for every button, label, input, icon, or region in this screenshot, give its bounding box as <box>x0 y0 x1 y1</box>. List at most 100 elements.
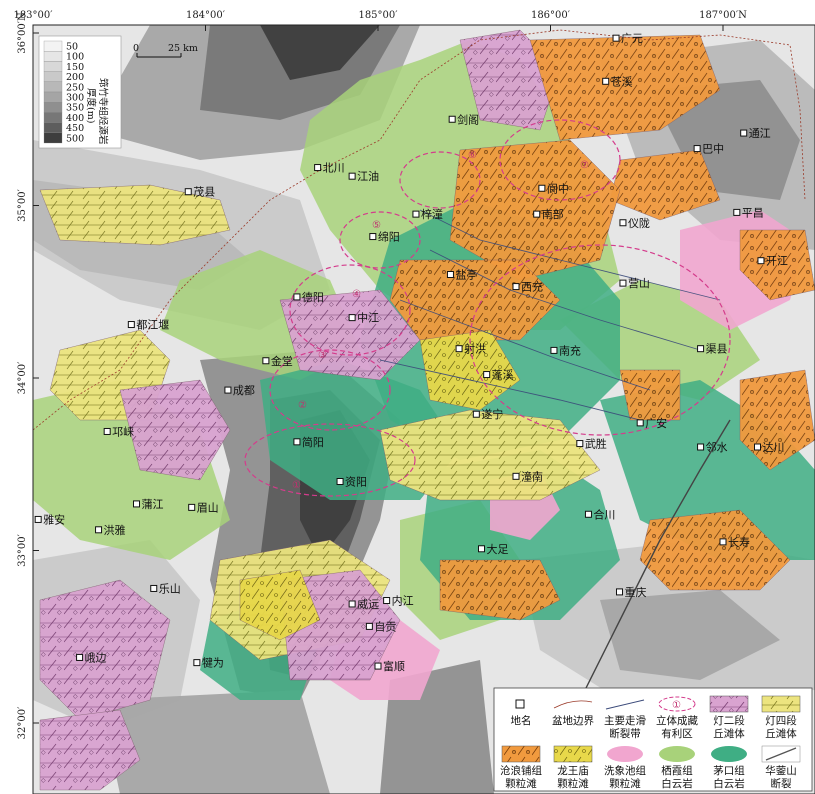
legend-swatch <box>501 745 541 763</box>
place-name: 大足 <box>487 542 509 556</box>
left-axis-label: 34°00′ <box>17 361 28 394</box>
place-name: 资阳 <box>345 476 367 489</box>
legend: 地名 盆地边界 主要走滑断裂带①立体成藏有利区灯二段丘滩体灯四段丘滩体沧浪铺组颗粒滩… <box>493 687 813 792</box>
place-marker: 广安 <box>636 416 667 430</box>
thickness-value: 200 <box>66 72 84 83</box>
scale-bar: 0 25 km <box>133 43 198 58</box>
thickness-swatch <box>43 51 63 62</box>
place-name: 洪雅 <box>104 523 126 537</box>
place-name: 合川 <box>593 507 615 521</box>
legend-swatch <box>515 699 525 709</box>
place-name: 都江堰 <box>136 319 169 332</box>
place-name: 内江 <box>392 594 414 608</box>
place-name: 广安 <box>645 416 667 430</box>
place-name: 简阳 <box>302 435 324 449</box>
place-marker: 资阳 <box>336 476 367 489</box>
favorable-zone-outline <box>339 211 421 269</box>
place-name: 自贡 <box>374 620 396 633</box>
thickness-swatch <box>43 122 63 133</box>
place-marker: 犍为 <box>193 657 224 670</box>
thickness-value: 350 <box>66 103 84 114</box>
place-marker: 开江 <box>757 255 788 268</box>
place-marker: 邻水 <box>697 441 728 454</box>
left-axis-label: 35°00′ <box>17 188 28 221</box>
place-marker: 成都 <box>224 384 255 397</box>
place-marker: 南充 <box>550 343 581 357</box>
map-frame <box>32 24 815 794</box>
place-name: 苍溪 <box>611 75 633 88</box>
strike-slip-fault <box>379 359 641 421</box>
place-name: 潼南 <box>521 469 543 483</box>
place-name: 中江 <box>357 312 379 325</box>
place-name: 眉山 <box>197 501 219 514</box>
place-name: 广元 <box>621 32 643 45</box>
place-marker: 中江 <box>348 312 379 325</box>
legend-swatch <box>709 695 749 713</box>
place-name: 巴中 <box>702 143 724 156</box>
place-marker: 洪雅 <box>95 523 126 537</box>
place-name: 武胜 <box>585 437 607 451</box>
top-axis-label: 186°00′ <box>531 10 571 21</box>
place-name: 北川 <box>323 162 345 175</box>
canglangpu-area-north <box>529 34 721 141</box>
favorable-zone-outline <box>399 151 481 209</box>
thickness-value: 400 <box>66 113 84 124</box>
legend-item-place: 地名 <box>511 699 532 727</box>
thickness-legend-title-1: 筇竹寺组烃源岩 <box>97 78 109 145</box>
legend-label-2: 颗粒滩 <box>609 777 641 790</box>
zone-number: ③ <box>318 350 327 361</box>
canglangpu-area-east-central <box>619 369 681 421</box>
thickness-value: 250 <box>66 82 84 93</box>
place-marker: 通江 <box>740 127 771 140</box>
place-name: 邛崃 <box>112 425 134 438</box>
thickness-legend-title-2: 厚度(m) <box>85 88 97 123</box>
place-marker: 剑阁 <box>448 112 479 126</box>
place-marker: 自贡 <box>365 620 396 633</box>
place-marker: 仪陇 <box>619 216 650 230</box>
place-marker: 德阳 <box>293 290 324 304</box>
place-name: 威远 <box>357 598 379 611</box>
legend-label-2: 丘滩体 <box>765 727 797 740</box>
place-marker: 乐山 <box>150 582 181 595</box>
dengying4-area-central <box>379 409 601 501</box>
legend-label-2: 颗粒滩 <box>505 777 537 790</box>
place-marker: 梓潼 <box>412 207 443 221</box>
basin-boundary <box>33 29 806 431</box>
place-name: 遂宁 <box>481 407 503 421</box>
thickness-value: 500 <box>66 133 84 144</box>
legend-item-basin: 盆地边界 <box>552 700 594 727</box>
zone-number: ② <box>298 400 307 411</box>
canglangpu-area-central-north <box>449 139 621 281</box>
strike-slip-fault <box>419 209 721 301</box>
place-name: 平昌 <box>742 206 764 219</box>
zone-number: ⑦ <box>580 160 589 171</box>
top-axis-label: 187°00′N <box>699 10 747 21</box>
dengying2-area-central <box>279 289 421 381</box>
place-marker: 阆中 <box>538 181 569 195</box>
legend-label: 茅口组 <box>713 764 745 777</box>
legend-label-2: 断裂带 <box>609 727 641 740</box>
longwangmiao-area-central <box>419 329 521 411</box>
left-axis-label: 32°00′ <box>17 706 28 739</box>
place-marker: 雅安 <box>34 512 65 526</box>
place-marker: 广元 <box>612 32 643 45</box>
place-marker: 渠县 <box>697 343 728 356</box>
legend-label: 灯四段 <box>765 714 797 727</box>
canglangpu-area-central <box>389 259 561 341</box>
place-name: 乐山 <box>159 582 181 595</box>
place-marker: 威远 <box>348 598 379 611</box>
legend-label: 洗象池组 <box>604 764 646 777</box>
legend-label-2: 有利区 <box>661 727 693 740</box>
dengying4-area-northwest <box>39 184 231 246</box>
place-name: 营山 <box>628 276 650 290</box>
legend-swatch <box>658 696 696 712</box>
legend-label: 主要走滑 <box>604 715 646 727</box>
place-name: 成都 <box>233 384 255 397</box>
place-marker: 南部 <box>533 207 564 221</box>
place-name: 德阳 <box>302 290 324 304</box>
zone-number: ⑤ <box>372 220 381 231</box>
